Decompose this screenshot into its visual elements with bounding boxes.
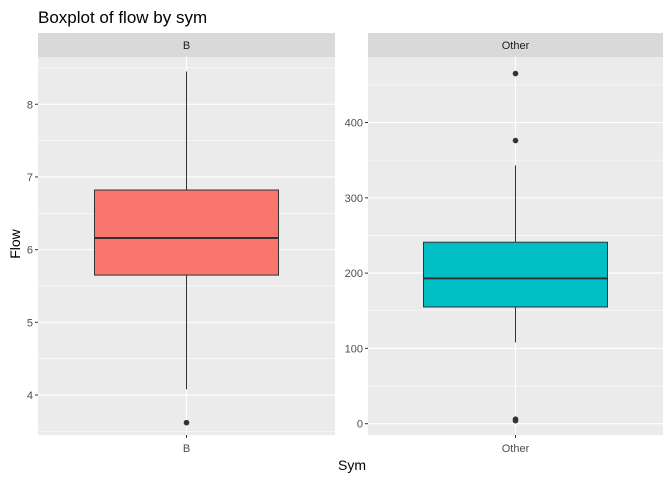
box-iqr — [94, 189, 279, 276]
y-tick-label: 5 — [27, 317, 33, 329]
facet-panel-b: B 4 5 6 7 8 B — [27, 33, 335, 455]
y-tick-label: 4 — [27, 390, 33, 402]
outlier-point — [512, 417, 519, 424]
chart-title: Boxplot of flow by sym — [38, 8, 207, 27]
box-iqr — [423, 241, 608, 308]
y-tick-label: 0 — [357, 419, 363, 431]
x-tick-label: Other — [502, 443, 530, 455]
facet-strip — [368, 33, 663, 57]
x-axis-title: Sym — [338, 457, 366, 473]
facet-strip-label: Other — [502, 40, 530, 52]
facet-strip — [38, 33, 335, 57]
y-tick-label: 400 — [345, 118, 363, 130]
outlier-point — [183, 419, 190, 426]
y-tick-label: 8 — [27, 99, 33, 111]
facet-strip-label: B — [183, 40, 190, 52]
y-tick-label: 100 — [345, 343, 363, 355]
facet-panel-other: Other 0 100 200 300 400 Other — [345, 33, 663, 455]
y-tick-label: 7 — [27, 172, 33, 184]
y-tick-label: 200 — [345, 268, 363, 280]
outlier-point — [512, 137, 519, 144]
x-tick-label: B — [183, 443, 190, 455]
y-tick-label: 300 — [345, 193, 363, 205]
outlier-point — [512, 70, 519, 77]
y-axis-title: Flow — [7, 228, 23, 258]
y-tick-label: 6 — [27, 245, 33, 257]
